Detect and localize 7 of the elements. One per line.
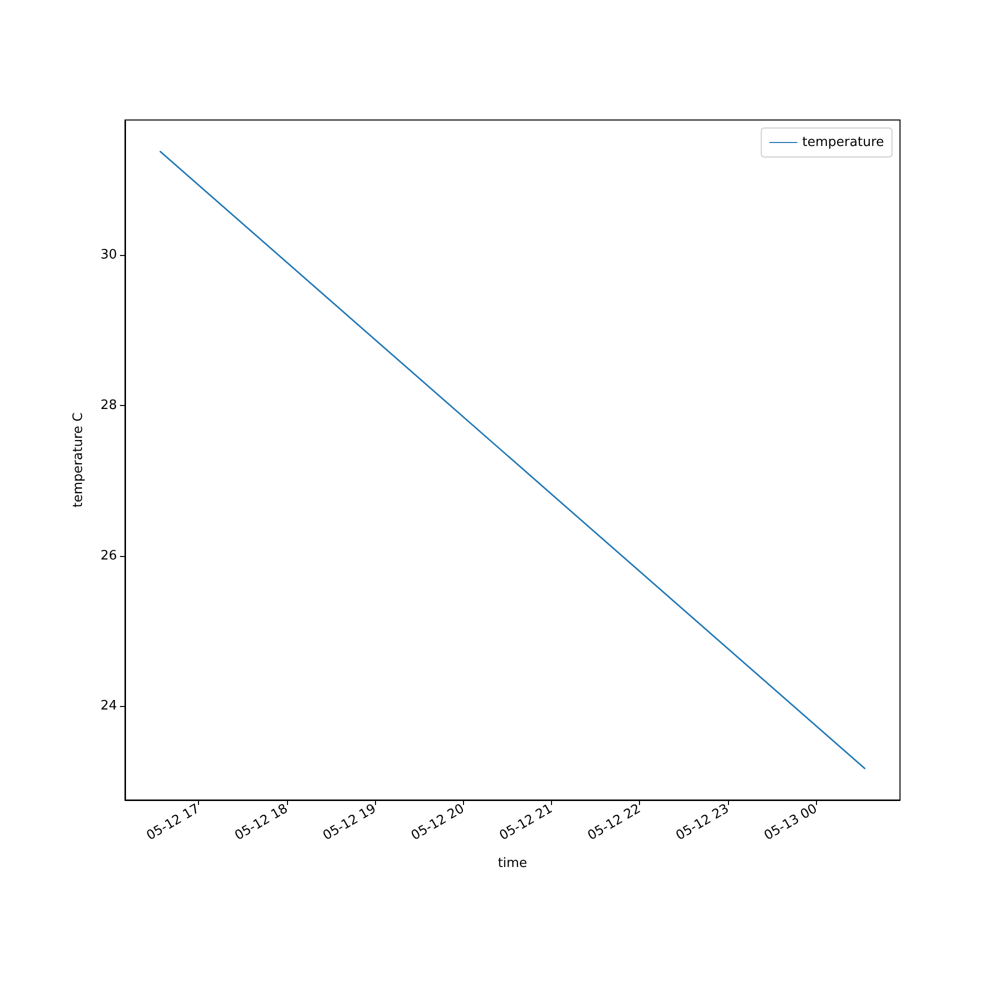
- y-tick-label: 28: [100, 398, 117, 414]
- y-tick-label: 26: [100, 548, 117, 564]
- x-axis-title: time: [498, 856, 528, 871]
- legend-label: temperature: [802, 135, 884, 150]
- y-tick-label: 30: [100, 248, 117, 263]
- y-tick-label: 24: [100, 698, 117, 714]
- y-axis-title: temperature C: [71, 412, 86, 508]
